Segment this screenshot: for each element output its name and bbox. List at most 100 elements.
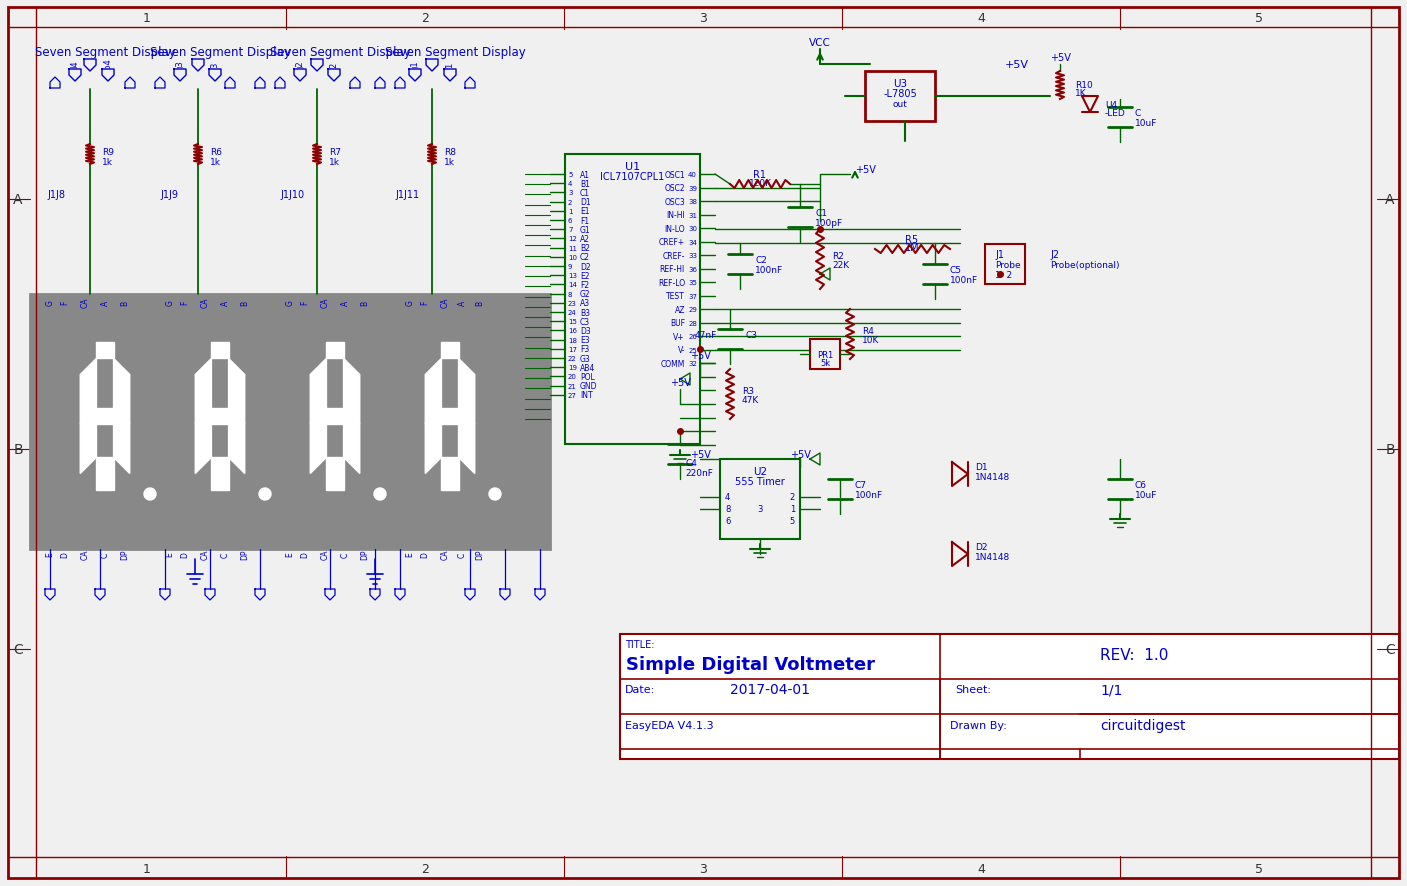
Text: 1K: 1K <box>1075 89 1086 97</box>
Polygon shape <box>1082 97 1097 113</box>
Text: D: D <box>421 551 429 557</box>
Text: G: G <box>286 299 294 306</box>
Text: J1J11: J1J11 <box>395 190 419 199</box>
Text: E: E <box>166 552 174 556</box>
Text: 3: 3 <box>699 863 706 875</box>
Polygon shape <box>326 458 343 490</box>
Text: 4: 4 <box>976 863 985 875</box>
Text: 20: 20 <box>568 374 577 380</box>
Text: 1: 1 <box>789 505 795 514</box>
Text: f3: f3 <box>211 62 219 70</box>
Text: 120K: 120K <box>749 178 771 187</box>
Text: f2: f2 <box>329 62 339 70</box>
Polygon shape <box>211 343 228 359</box>
Text: C: C <box>221 552 229 557</box>
Text: 2017-04-01: 2017-04-01 <box>730 682 810 696</box>
Text: 26: 26 <box>688 334 696 339</box>
Polygon shape <box>211 408 228 424</box>
Text: A: A <box>1386 193 1394 206</box>
Text: AZ: AZ <box>674 305 685 315</box>
Text: 1k: 1k <box>445 158 454 167</box>
Circle shape <box>374 488 386 501</box>
Text: E: E <box>405 552 415 556</box>
Text: 29: 29 <box>688 307 696 313</box>
Text: VCC: VCC <box>809 38 832 48</box>
Text: +5V: +5V <box>1005 60 1029 70</box>
Text: 25: 25 <box>688 347 696 354</box>
Text: Date:: Date: <box>625 684 656 695</box>
Text: g1: g1 <box>411 60 419 71</box>
Text: 4: 4 <box>725 493 730 502</box>
Text: -LED: -LED <box>1104 108 1126 117</box>
Text: 4: 4 <box>568 181 573 187</box>
Text: 37: 37 <box>688 293 696 299</box>
Text: A: A <box>221 300 229 306</box>
Text: B: B <box>241 300 249 305</box>
Text: J2: J2 <box>1050 250 1059 260</box>
Text: Sheet:: Sheet: <box>955 684 991 695</box>
Text: 1/1: 1/1 <box>1100 682 1123 696</box>
Text: 7: 7 <box>568 227 573 233</box>
Text: G1: G1 <box>580 225 591 235</box>
Polygon shape <box>228 359 245 424</box>
Text: C2: C2 <box>756 255 767 264</box>
Text: +5V: +5V <box>689 449 711 460</box>
Polygon shape <box>69 70 82 82</box>
Text: Probe(optional): Probe(optional) <box>1050 260 1120 269</box>
Text: G: G <box>166 299 174 306</box>
Text: PR1: PR1 <box>817 350 833 359</box>
Text: C: C <box>100 552 110 557</box>
Text: B: B <box>360 300 370 305</box>
Text: C: C <box>1135 108 1141 117</box>
Text: 2: 2 <box>789 493 795 502</box>
Text: C3: C3 <box>744 330 757 339</box>
Text: 3: 3 <box>568 190 573 196</box>
Text: D1: D1 <box>580 198 591 206</box>
Text: g2: g2 <box>295 60 304 71</box>
Text: 47K: 47K <box>741 395 760 404</box>
Text: 27: 27 <box>568 392 577 399</box>
Text: 22: 22 <box>568 355 577 361</box>
Text: POL: POL <box>580 372 595 382</box>
Text: 5: 5 <box>1255 12 1263 25</box>
Text: E: E <box>45 552 55 556</box>
Text: D3: D3 <box>580 327 591 336</box>
Text: 3: 3 <box>757 505 763 514</box>
Text: 5: 5 <box>789 517 795 526</box>
Polygon shape <box>445 70 456 82</box>
Text: CREF-: CREF- <box>663 252 685 260</box>
Text: A: A <box>13 193 23 206</box>
Text: U3: U3 <box>893 79 908 89</box>
Text: C: C <box>457 552 467 557</box>
Polygon shape <box>426 60 438 72</box>
Bar <box>720 460 801 540</box>
Text: 39: 39 <box>688 185 696 191</box>
Text: J1J8: J1J8 <box>46 190 65 199</box>
Bar <box>865 72 936 122</box>
Bar <box>566 155 701 445</box>
Text: OSC3: OSC3 <box>664 198 685 206</box>
Polygon shape <box>191 60 204 72</box>
Text: C1: C1 <box>815 208 827 217</box>
Text: 100nF: 100nF <box>950 276 978 284</box>
Text: A: A <box>100 300 110 306</box>
Text: G: G <box>405 299 415 306</box>
Text: CA: CA <box>80 298 90 308</box>
Text: R6: R6 <box>210 147 222 156</box>
Text: 3: 3 <box>699 12 706 25</box>
Text: -L7805: -L7805 <box>884 89 917 99</box>
Polygon shape <box>311 359 326 424</box>
Text: 1: 1 <box>144 863 151 875</box>
Text: U4: U4 <box>1104 100 1117 109</box>
Polygon shape <box>442 458 459 490</box>
Polygon shape <box>97 343 114 359</box>
Text: C: C <box>340 552 349 557</box>
Text: CA: CA <box>80 549 90 560</box>
Text: F: F <box>421 300 429 305</box>
Polygon shape <box>97 408 114 424</box>
Text: 8: 8 <box>568 291 573 298</box>
Polygon shape <box>114 408 129 474</box>
Text: D: D <box>180 551 190 557</box>
Text: 1k: 1k <box>101 158 113 167</box>
Text: 2: 2 <box>421 12 429 25</box>
